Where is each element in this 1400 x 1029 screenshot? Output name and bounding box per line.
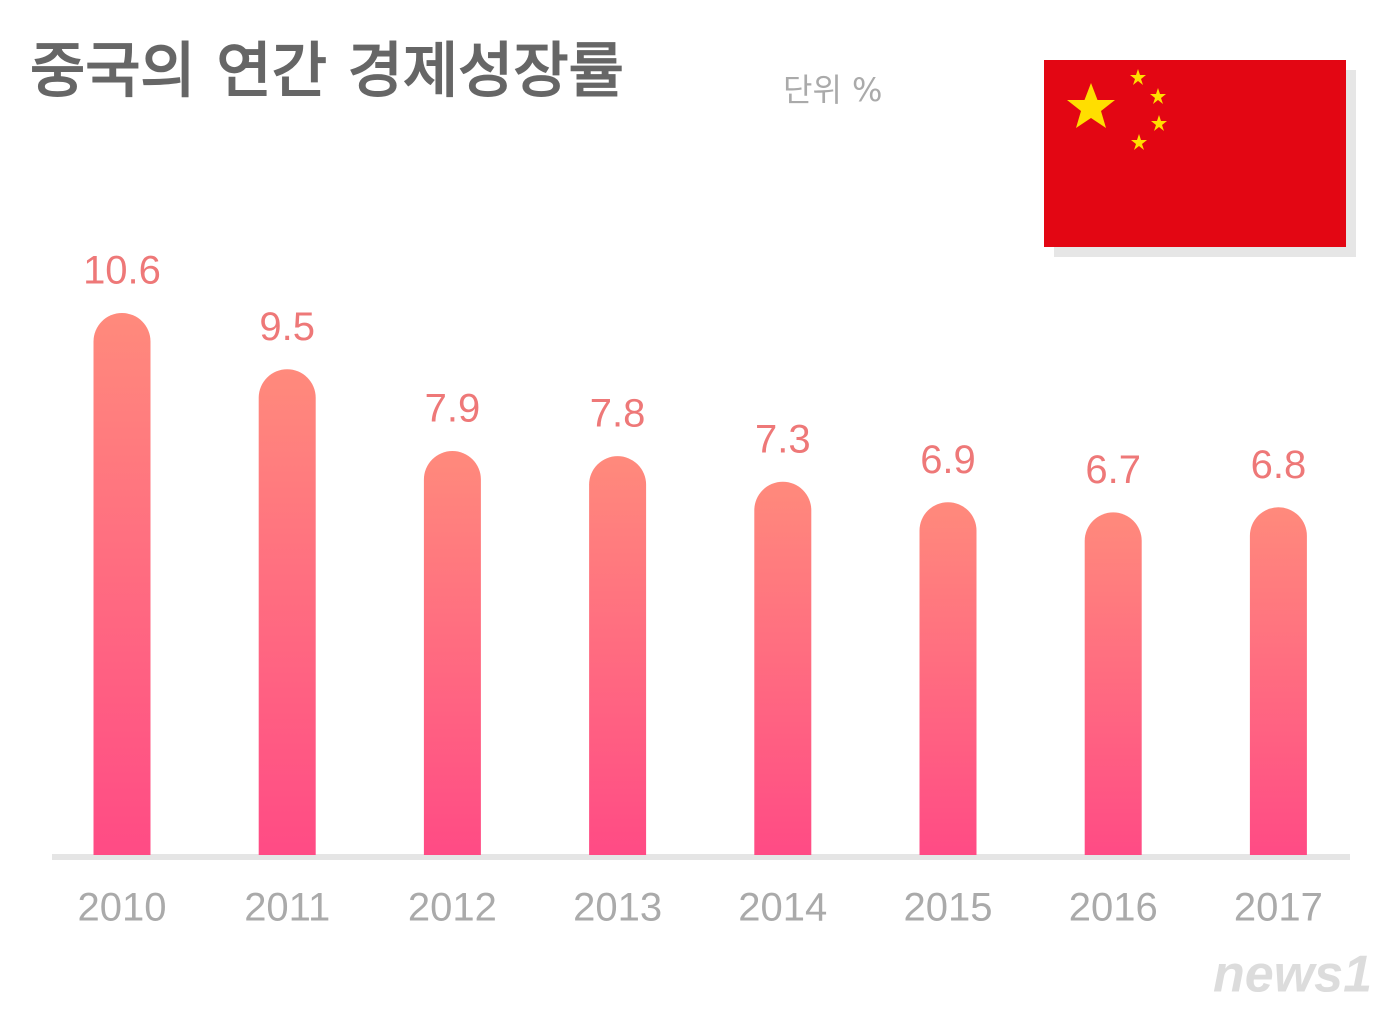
x-tick-label: 2015: [904, 886, 993, 930]
bar: [589, 456, 647, 855]
value-label: 9.5: [259, 305, 315, 349]
bar: [754, 481, 812, 855]
source: news1: [1213, 946, 1372, 1004]
value-label: 6.7: [1085, 448, 1141, 492]
x-tick-label: 2017: [1234, 886, 1323, 930]
x-tick-label: 2010: [78, 886, 167, 930]
x-tick-label: 2011: [244, 886, 330, 930]
value-label: 7.9: [425, 387, 481, 431]
value-label: 6.9: [920, 438, 976, 482]
value-label: 7.8: [590, 392, 646, 436]
x-tick-label: 2014: [738, 886, 827, 930]
unit-label: 단위 %: [783, 71, 882, 109]
x-tick-label: 2013: [573, 886, 662, 930]
value-label: 6.8: [1251, 443, 1307, 487]
chart-title: 중국의 연간 경제성장률: [30, 37, 624, 107]
bar: [93, 313, 151, 855]
value-label: 7.3: [755, 417, 811, 461]
value-label: 10.6: [83, 249, 161, 293]
bar: [919, 502, 977, 855]
x-tick-label: 2012: [408, 886, 497, 930]
bar: [423, 451, 481, 855]
bar: [258, 369, 316, 855]
bar: [1084, 512, 1142, 855]
x-tick-label: 2016: [1069, 886, 1158, 930]
flag: [1044, 60, 1356, 257]
bar: [1249, 507, 1307, 855]
